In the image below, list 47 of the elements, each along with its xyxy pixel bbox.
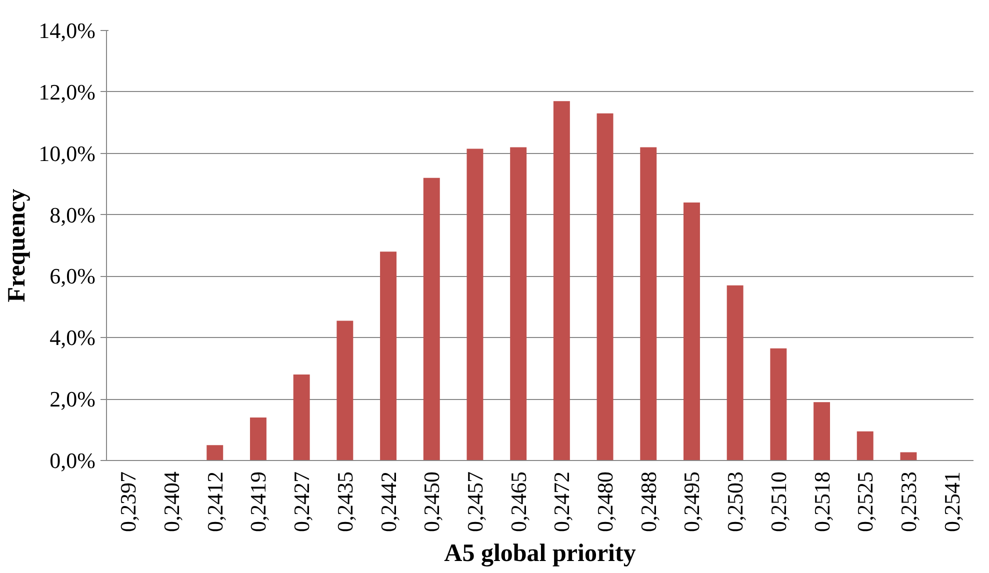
bar: [250, 418, 266, 460]
bar: [900, 452, 917, 460]
bar: [683, 202, 700, 460]
x-tick-label: 0,2541: [939, 472, 964, 532]
y-tick-label: 12,0%: [38, 79, 96, 104]
bar: [510, 147, 527, 460]
bar: [336, 320, 354, 460]
y-tick-label: 0,0%: [50, 448, 96, 473]
bar: [726, 285, 744, 460]
bar: [293, 374, 310, 460]
y-tick-label: 6,0%: [50, 264, 96, 289]
bar: [466, 148, 484, 460]
bar: [856, 431, 874, 460]
x-tick-label: 0,2404: [159, 472, 184, 532]
y-tick-label: 8,0%: [50, 202, 96, 228]
x-tick-label: 0,2435: [332, 472, 358, 532]
x-tick-label: 0,2518: [809, 472, 834, 532]
bar: [596, 113, 614, 460]
bar: [814, 402, 830, 460]
y-tick-label: 14,0%: [38, 18, 96, 43]
x-tick-label: 0,2480: [592, 472, 618, 532]
x-tick-label: 0,2510: [766, 472, 791, 532]
x-tick-label: 0,2442: [376, 472, 401, 532]
bar: [380, 252, 397, 460]
x-tick-label: 0,2397: [116, 472, 141, 532]
x-tick-label: 0,2465: [506, 472, 531, 532]
bar: [640, 147, 657, 460]
x-tick-label: 0,2488: [636, 472, 661, 532]
y-tick-label: 2,0%: [50, 386, 96, 412]
bar: [553, 101, 570, 460]
bar: [423, 178, 440, 460]
y-axis-title: Frequency: [4, 188, 31, 302]
y-tick-label: 10,0%: [38, 140, 96, 166]
bar: [770, 348, 787, 460]
y-tick-label: 4,0%: [50, 325, 96, 350]
x-tick-label: 0,2533: [896, 472, 921, 532]
x-tick-label: 0,2525: [852, 472, 878, 532]
x-axis-title: A5 global priority: [444, 540, 636, 567]
x-tick-label: 0,2419: [246, 472, 271, 532]
x-tick-label: 0,2450: [419, 472, 444, 532]
x-tick-label: 0,2503: [722, 472, 748, 532]
x-tick-label: 0,2495: [679, 472, 704, 532]
bar: [206, 445, 224, 460]
x-tick-label: 0,2427: [289, 472, 314, 532]
x-tick-label: 0,2457: [462, 472, 488, 532]
x-tick-label: 0,2472: [549, 472, 574, 532]
x-tick-label: 0,2412: [202, 472, 228, 532]
